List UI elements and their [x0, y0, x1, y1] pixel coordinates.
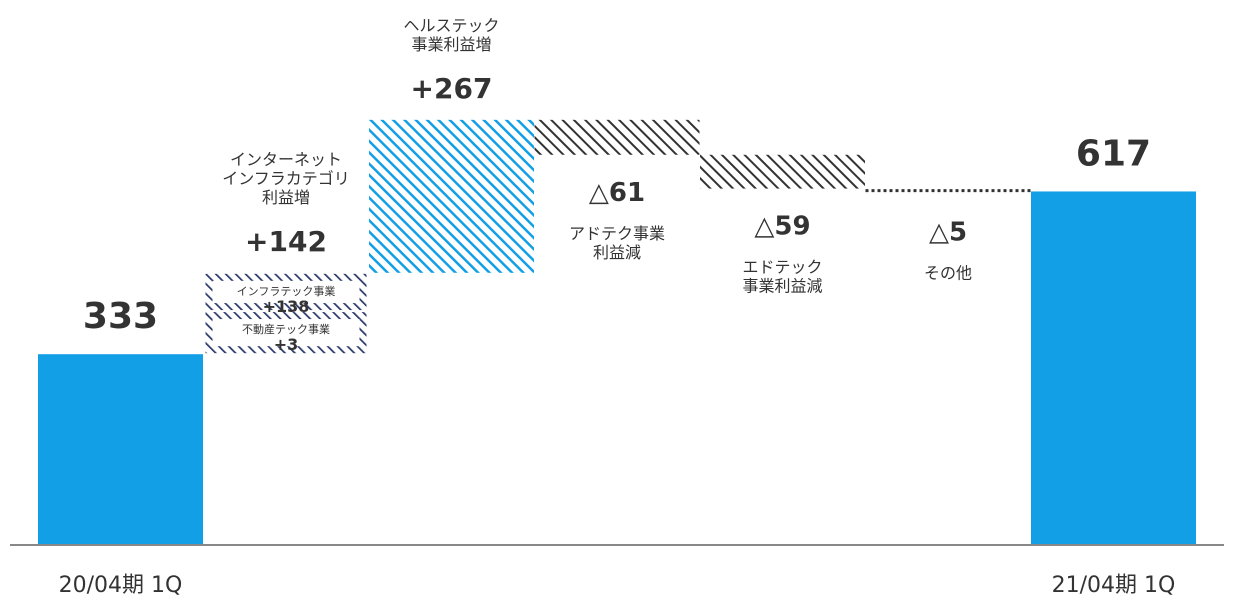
step-description: インターネット	[230, 150, 342, 169]
breakdown-segment-inner	[212, 280, 360, 304]
total-value-label: 617	[1076, 133, 1151, 174]
decrease-bar	[534, 119, 700, 155]
breakdown-label: 不動産テック事業	[242, 322, 330, 336]
increase-value-label: +142	[245, 225, 327, 258]
step-description: 利益増	[262, 188, 310, 207]
step-description: 利益減	[593, 243, 641, 262]
category-label: 21/04期 1Q	[1052, 573, 1176, 598]
labels-layer: 333 インフラテック事業+138 不動産テック事業+3 +142 インターネットインフ…	[83, 16, 1151, 354]
decrease-value-label: △5	[929, 218, 967, 248]
step-description: エドテック	[742, 258, 822, 277]
decrease-value-label: △59	[754, 212, 810, 242]
increase-value-label: +267	[411, 72, 493, 105]
decrease-value-label: △61	[589, 178, 645, 208]
breakdown-segment-inner	[212, 319, 360, 347]
step-description: 事業利益減	[742, 277, 822, 296]
category-label: 20/04期 1Q	[59, 573, 183, 598]
step-description: ヘルステック	[403, 16, 499, 35]
category-labels: 20/04期 1Q 21/04期 1Q	[59, 573, 1176, 598]
step-description: インフラカテゴリ	[222, 169, 350, 188]
breakdown-label: インフラテック事業	[237, 285, 336, 298]
increase-bar	[369, 119, 534, 273]
step-description: アドテク事業	[569, 224, 665, 243]
breakdown-value: +138	[263, 297, 310, 316]
total-value-label: 333	[83, 296, 158, 337]
decrease-bar	[700, 154, 865, 189]
total-bar	[1031, 191, 1196, 546]
total-bar	[38, 354, 203, 545]
step-description: 事業利益増	[411, 35, 491, 54]
bars-layer	[38, 119, 1196, 546]
step-description: その他	[924, 264, 972, 283]
breakdown-value: +3	[274, 335, 299, 354]
